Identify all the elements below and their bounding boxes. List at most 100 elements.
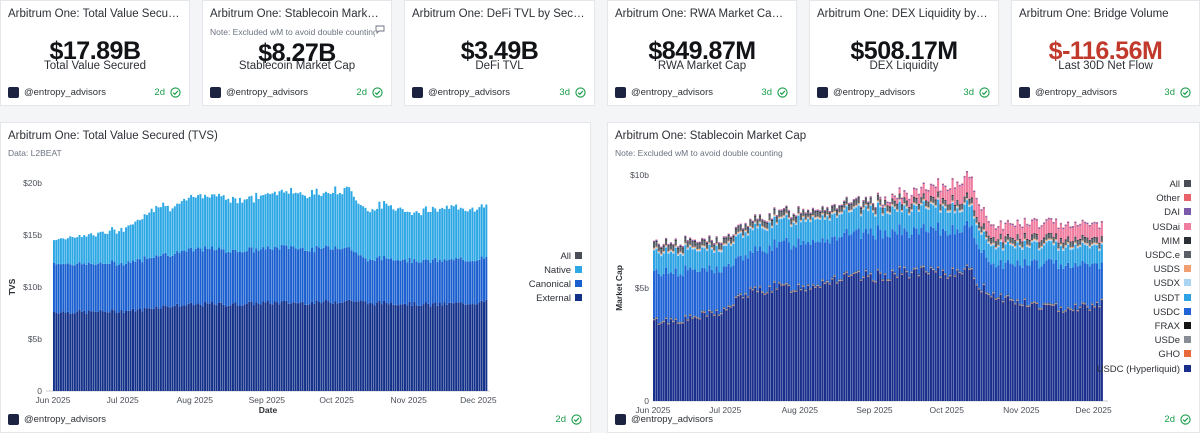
kpi-title[interactable]: Arbitrum One: Bridge Volume: [1019, 8, 1169, 20]
area-usdx[interactable]: [689, 245, 692, 248]
area-usdc-e[interactable]: [852, 201, 855, 207]
bar-canonical[interactable]: [387, 258, 390, 305]
area-mim[interactable]: [739, 225, 742, 227]
area-usds[interactable]: [925, 206, 928, 208]
area-usdx[interactable]: [698, 249, 701, 252]
area-usde[interactable]: [831, 277, 834, 279]
area-usdc-e[interactable]: [997, 240, 1000, 245]
area-usdx[interactable]: [705, 249, 709, 252]
area-usdt[interactable]: [881, 215, 884, 239]
area-usdc[interactable]: [657, 273, 660, 324]
area-usdai[interactable]: [934, 188, 937, 200]
bar-native[interactable]: [148, 212, 151, 259]
area-usdc[interactable]: [1047, 259, 1050, 304]
area-usds[interactable]: [944, 205, 947, 207]
bar-native[interactable]: [87, 234, 90, 263]
area-usdc[interactable]: [881, 238, 884, 280]
area-usdx[interactable]: [990, 244, 993, 247]
bar-canonical[interactable]: [380, 260, 383, 305]
area-usdc-e[interactable]: [696, 244, 699, 250]
bar-native[interactable]: [331, 192, 334, 250]
area-usdc-e[interactable]: [778, 212, 781, 217]
area-mim[interactable]: [941, 197, 944, 200]
area-usdx[interactable]: [828, 219, 831, 221]
bar-canonical[interactable]: [431, 259, 434, 304]
area-usdx[interactable]: [973, 217, 976, 219]
area-usdai[interactable]: [1028, 226, 1031, 240]
bar-external[interactable]: [315, 300, 318, 391]
bar-native[interactable]: [83, 235, 86, 264]
area-usdt[interactable]: [1009, 245, 1012, 264]
area-usdai[interactable]: [994, 229, 997, 242]
area-dai[interactable]: [746, 226, 749, 228]
area-usdx[interactable]: [929, 202, 932, 204]
area-usde[interactable]: [744, 292, 747, 295]
area-usdc[interactable]: [992, 263, 995, 292]
area-usdc-e[interactable]: [797, 208, 800, 214]
area-usdc[interactable]: [674, 268, 677, 319]
area-usdc-e[interactable]: [1098, 243, 1101, 249]
bar-external[interactable]: [406, 305, 409, 391]
area-usdc[interactable]: [802, 241, 805, 286]
area-usdai[interactable]: [961, 185, 964, 204]
area-dai[interactable]: [727, 233, 730, 236]
area-usdc-hyperliquid-[interactable]: [1098, 307, 1101, 401]
bar-native[interactable]: [52, 240, 55, 263]
area-usdc-hyperliquid-[interactable]: [1050, 305, 1053, 401]
bar-external[interactable]: [259, 304, 262, 391]
area-mim[interactable]: [713, 244, 716, 246]
bar-external[interactable]: [334, 301, 337, 391]
bar-external[interactable]: [424, 302, 427, 391]
area-usdc-hyperliquid-[interactable]: [761, 292, 764, 401]
area-usdc-hyperliquid-[interactable]: [925, 272, 928, 401]
bar-external[interactable]: [413, 301, 416, 391]
bar-native[interactable]: [357, 203, 360, 256]
bar-external[interactable]: [204, 301, 207, 391]
area-dai[interactable]: [802, 209, 805, 211]
area-usdc-hyperliquid-[interactable]: [1045, 304, 1048, 401]
area-usdt[interactable]: [831, 214, 834, 238]
area-usdc[interactable]: [917, 234, 920, 275]
bar-canonical[interactable]: [155, 255, 158, 307]
bar-native[interactable]: [57, 239, 60, 264]
bar-external[interactable]: [434, 302, 437, 391]
author-handle[interactable]: @entropy_advisors: [24, 414, 106, 425]
area-usdc[interactable]: [1093, 263, 1096, 306]
area-usdc-e[interactable]: [655, 242, 658, 247]
bar-native[interactable]: [176, 203, 179, 252]
area-usdc[interactable]: [1098, 268, 1101, 306]
area-usdt[interactable]: [1033, 241, 1036, 260]
area-usds[interactable]: [1014, 245, 1017, 247]
area-usdx[interactable]: [665, 246, 668, 248]
bar-native[interactable]: [345, 186, 348, 248]
area-dai[interactable]: [990, 224, 993, 226]
bar-canonical[interactable]: [469, 261, 472, 305]
bar-external[interactable]: [355, 301, 358, 391]
area-usdc-hyperliquid-[interactable]: [939, 277, 942, 401]
area-usdt[interactable]: [1069, 249, 1072, 268]
area-dai[interactable]: [770, 218, 774, 220]
area-usde[interactable]: [780, 284, 783, 286]
area-dai[interactable]: [997, 226, 1000, 228]
area-mim[interactable]: [1086, 237, 1089, 239]
bar-canonical[interactable]: [231, 249, 234, 304]
bar-native[interactable]: [115, 233, 118, 266]
area-usde[interactable]: [809, 288, 812, 290]
area-usdt[interactable]: [684, 245, 687, 266]
bar-native[interactable]: [483, 207, 486, 259]
bar-native[interactable]: [162, 202, 165, 254]
area-usdc-e[interactable]: [985, 232, 988, 237]
area-usdt[interactable]: [795, 224, 798, 248]
area-usdc[interactable]: [1004, 262, 1007, 296]
area-usdc-hyperliquid-[interactable]: [739, 294, 742, 401]
bar-external[interactable]: [69, 313, 72, 391]
area-usdc-e[interactable]: [886, 206, 889, 212]
area-usds[interactable]: [653, 247, 656, 249]
area-usdai[interactable]: [1023, 219, 1026, 233]
legend-item[interactable]: USDT: [1154, 293, 1191, 304]
bar-external[interactable]: [290, 303, 293, 391]
area-dai[interactable]: [1006, 220, 1009, 222]
area-usde[interactable]: [679, 322, 682, 324]
bar-external[interactable]: [183, 305, 186, 391]
bar-native[interactable]: [229, 202, 232, 253]
